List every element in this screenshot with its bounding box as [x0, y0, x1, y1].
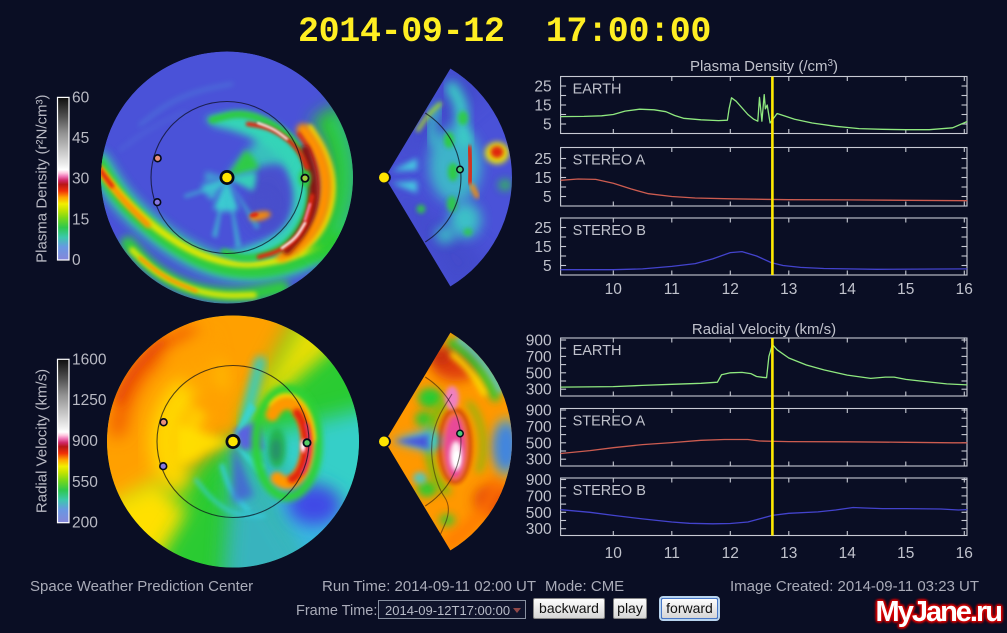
- svg-text:15: 15: [534, 239, 551, 256]
- svg-text:60: 60: [72, 89, 90, 106]
- svg-text:Mode: CME: Mode: CME: [545, 578, 624, 595]
- svg-text:STEREO B: STEREO B: [573, 483, 646, 499]
- svg-text:16: 16: [956, 545, 973, 562]
- svg-text:1600: 1600: [72, 351, 107, 368]
- svg-text:11: 11: [664, 281, 680, 298]
- svg-text:10: 10: [605, 281, 623, 298]
- svg-text:0: 0: [72, 252, 81, 269]
- svg-text:700: 700: [526, 488, 552, 505]
- svg-text:500: 500: [526, 435, 552, 452]
- svg-text:900: 900: [526, 333, 552, 350]
- svg-text:550: 550: [72, 474, 98, 491]
- svg-text:1250: 1250: [72, 392, 107, 409]
- svg-text:5: 5: [543, 117, 552, 134]
- svg-text:300: 300: [526, 521, 552, 538]
- svg-text:Radial Velocity (km/s): Radial Velocity (km/s): [34, 369, 51, 513]
- svg-text:12: 12: [722, 545, 739, 562]
- svg-text:25: 25: [534, 79, 551, 96]
- svg-text:12: 12: [722, 281, 739, 298]
- svg-text:300: 300: [526, 382, 552, 399]
- svg-text:STEREO A: STEREO A: [573, 414, 646, 430]
- svg-text:13: 13: [780, 281, 797, 298]
- svg-text:Run Time: 2014-09-11 02:00 UT: Run Time: 2014-09-11 02:00 UT: [322, 578, 536, 595]
- svg-text:Space Weather Prediction Cente: Space Weather Prediction Center: [30, 578, 253, 595]
- svg-text:15: 15: [72, 211, 89, 228]
- svg-text:900: 900: [526, 472, 552, 489]
- svg-text:STEREO A: STEREO A: [573, 153, 646, 169]
- svg-text:15: 15: [897, 281, 914, 298]
- svg-text:Plasma Density (/cm3): Plasma Density (/cm3): [690, 58, 838, 75]
- svg-text:700: 700: [526, 419, 552, 436]
- svg-text:14: 14: [839, 545, 857, 562]
- svg-text:Radial Velocity (km/s): Radial Velocity (km/s): [692, 321, 836, 338]
- svg-text:45: 45: [72, 130, 89, 147]
- svg-text:EARTH: EARTH: [573, 343, 622, 359]
- svg-text:Plasma Density (r²N/cm³): Plasma Density (r²N/cm³): [34, 95, 51, 263]
- svg-text:300: 300: [526, 452, 552, 469]
- svg-text:5: 5: [543, 258, 552, 275]
- svg-text:5: 5: [543, 189, 552, 206]
- svg-text:Image Created: 2014-09-11 03:2: Image Created: 2014-09-11 03:23 UT: [730, 578, 979, 595]
- svg-text:15: 15: [534, 98, 551, 115]
- svg-text:25: 25: [534, 220, 551, 237]
- svg-text:11: 11: [664, 545, 680, 562]
- svg-text:16: 16: [956, 281, 973, 298]
- svg-text:15: 15: [897, 545, 914, 562]
- svg-text:900: 900: [526, 403, 552, 420]
- svg-text:200: 200: [72, 515, 98, 532]
- svg-text:Frame Time:: Frame Time:: [296, 603, 377, 619]
- svg-text:10: 10: [605, 545, 623, 562]
- svg-text:30: 30: [72, 171, 90, 188]
- svg-text:500: 500: [526, 365, 552, 382]
- svg-text:13: 13: [780, 545, 797, 562]
- svg-text:15: 15: [534, 170, 551, 187]
- svg-text:500: 500: [526, 505, 552, 522]
- svg-text:14: 14: [839, 281, 857, 298]
- svg-text:STEREO B: STEREO B: [573, 223, 646, 239]
- svg-text:900: 900: [72, 433, 98, 450]
- svg-text:700: 700: [526, 349, 552, 366]
- svg-text:25: 25: [534, 151, 551, 168]
- svg-text:EARTH: EARTH: [573, 82, 622, 98]
